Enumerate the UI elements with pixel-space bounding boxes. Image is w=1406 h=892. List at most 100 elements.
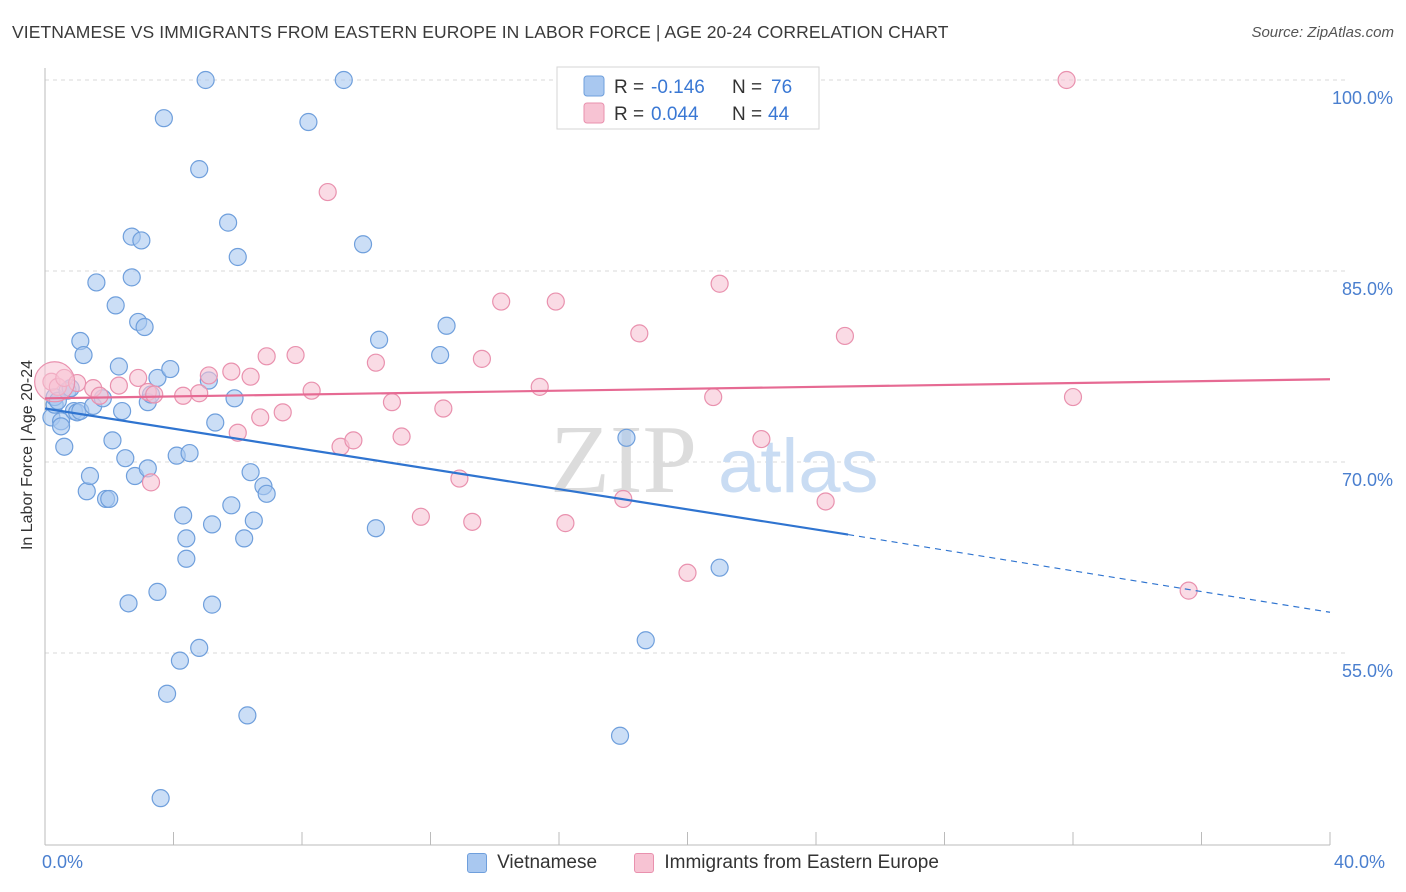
vietnamese-point	[161, 359, 180, 379]
vietnamese-trend-line	[44, 407, 849, 536]
y-axis-label: In Labor Force | Age 20-24	[19, 359, 36, 551]
vietnamese-point	[177, 529, 196, 548]
eastern-europe-point	[273, 403, 292, 422]
legend-item-eastern-europe[interactable]: Immigrants from Eastern Europe	[634, 852, 939, 874]
eastern-europe-point	[199, 366, 218, 385]
vietnamese-point	[636, 631, 655, 650]
vietnamese-point	[170, 651, 190, 670]
vietnamese-point	[617, 428, 636, 447]
legend-label-eastern-europe: Immigrants from Eastern Europe	[664, 852, 939, 873]
vietnamese-point	[228, 247, 247, 267]
eastern-europe-point-large	[34, 361, 76, 403]
legend-r-value-pink: 0.044	[651, 104, 699, 125]
vietnamese-points	[42, 70, 729, 808]
vietnamese-point	[190, 638, 209, 658]
chart-title: VIETNAMESE VS IMMIGRANTS FROM EASTERN EU…	[12, 22, 949, 42]
legend-r-label-pink: R =	[614, 104, 644, 125]
eastern-europe-point	[530, 377, 549, 396]
legend-label-vietnamese: Vietnamese	[497, 852, 598, 873]
vietnamese-point	[437, 316, 456, 335]
vietnamese-point	[710, 558, 729, 577]
eastern-europe-point	[752, 429, 771, 449]
vietnamese-point	[51, 417, 71, 436]
vietnamese-point	[122, 268, 141, 287]
eastern-europe-point	[546, 292, 565, 311]
y-tick-label-85: 85.0%	[1342, 279, 1393, 299]
eastern-europe-point	[145, 385, 164, 404]
vietnamese-point	[135, 317, 154, 337]
vietnamese-point	[80, 466, 100, 486]
vietnamese-point	[174, 506, 193, 525]
vietnamese-point	[74, 345, 93, 365]
vietnamese-point	[103, 431, 122, 450]
eastern-europe-point	[344, 431, 363, 450]
vietnamese-point	[116, 449, 135, 468]
eastern-europe-point	[286, 345, 305, 365]
eastern-europe-point	[190, 384, 209, 403]
vietnamese-point	[180, 443, 199, 463]
eastern-europe-point	[1179, 581, 1198, 600]
eastern-europe-point	[1063, 387, 1083, 407]
y-tick-label-70: 70.0%	[1342, 470, 1393, 490]
vietnamese-point	[334, 70, 353, 90]
eastern-europe-point	[472, 349, 491, 368]
vietnamese-point	[112, 401, 132, 421]
legend-bottom: Vietnamese Immigrants from Eastern Europ…	[0, 852, 1406, 879]
legend-r-label-blue: R =	[614, 77, 644, 98]
eastern-europe-point	[492, 292, 511, 311]
vietnamese-point	[366, 519, 385, 538]
vietnamese-point	[238, 706, 257, 725]
vietnamese-point	[225, 389, 244, 408]
vietnamese-point	[370, 330, 389, 349]
vietnamese-point	[196, 70, 215, 90]
legend-swatch-vietnamese	[467, 853, 488, 873]
legend-swatch-pink	[583, 102, 605, 124]
vietnamese-point	[87, 273, 106, 292]
vietnamese-point	[77, 482, 96, 501]
vietnamese-point	[206, 413, 225, 432]
vietnamese-point	[132, 231, 151, 250]
eastern-europe-point	[257, 347, 276, 366]
vietnamese-point	[219, 213, 238, 232]
watermark-atlas: atlas	[718, 424, 879, 509]
eastern-europe-point	[463, 512, 482, 531]
vietnamese-trend-extension	[848, 533, 1331, 613]
vietnamese-point	[151, 789, 170, 808]
vietnamese-point	[55, 437, 74, 456]
eastern-europe-point	[704, 387, 723, 407]
eastern-europe-trend-line	[44, 378, 1331, 400]
eastern-europe-point	[241, 367, 260, 386]
legend-n-label-pink: N =	[732, 104, 762, 125]
eastern-europe-point	[816, 492, 835, 511]
eastern-europe-point	[835, 326, 855, 346]
legend-r-value-blue: -0.146	[651, 77, 705, 98]
eastern-europe-point	[411, 507, 430, 526]
vietnamese-point	[119, 594, 138, 613]
eastern-europe-point	[392, 427, 411, 446]
vietnamese-point	[148, 582, 167, 601]
legend-n-value-pink: 44	[768, 104, 790, 125]
y-tick-label-55: 55.0%	[1342, 661, 1393, 681]
legend-n-value-blue: 76	[771, 77, 792, 98]
grid-lines	[45, 79, 1348, 654]
eastern-europe-point	[302, 381, 321, 400]
eastern-europe-point	[434, 399, 453, 418]
x-tick-label-max: 40.0%	[1334, 852, 1386, 872]
legend-top: R = -0.146 N = 76 R = 0.044 N = 44	[556, 66, 820, 130]
x-tick-label-min: 0.0%	[42, 852, 84, 872]
vietnamese-point	[106, 296, 125, 315]
trend-lines	[44, 378, 1331, 613]
eastern-europe-point	[90, 386, 109, 405]
vietnamese-point	[257, 484, 276, 503]
eastern-europe-point	[366, 353, 385, 372]
legend-item-vietnamese[interactable]: Vietnamese	[467, 852, 597, 874]
vietnamese-point	[202, 515, 222, 534]
legend-n-label-blue: N =	[732, 77, 762, 98]
y-tick-labels: 55.0% 70.0% 85.0% 100.0%	[1332, 88, 1393, 681]
vietnamese-point	[222, 496, 241, 515]
eastern-europe-point	[630, 324, 649, 343]
eastern-europe-point	[556, 514, 575, 533]
eastern-europe-point	[318, 182, 337, 202]
source-label: Source: ZipAtlas.com	[1251, 24, 1394, 41]
